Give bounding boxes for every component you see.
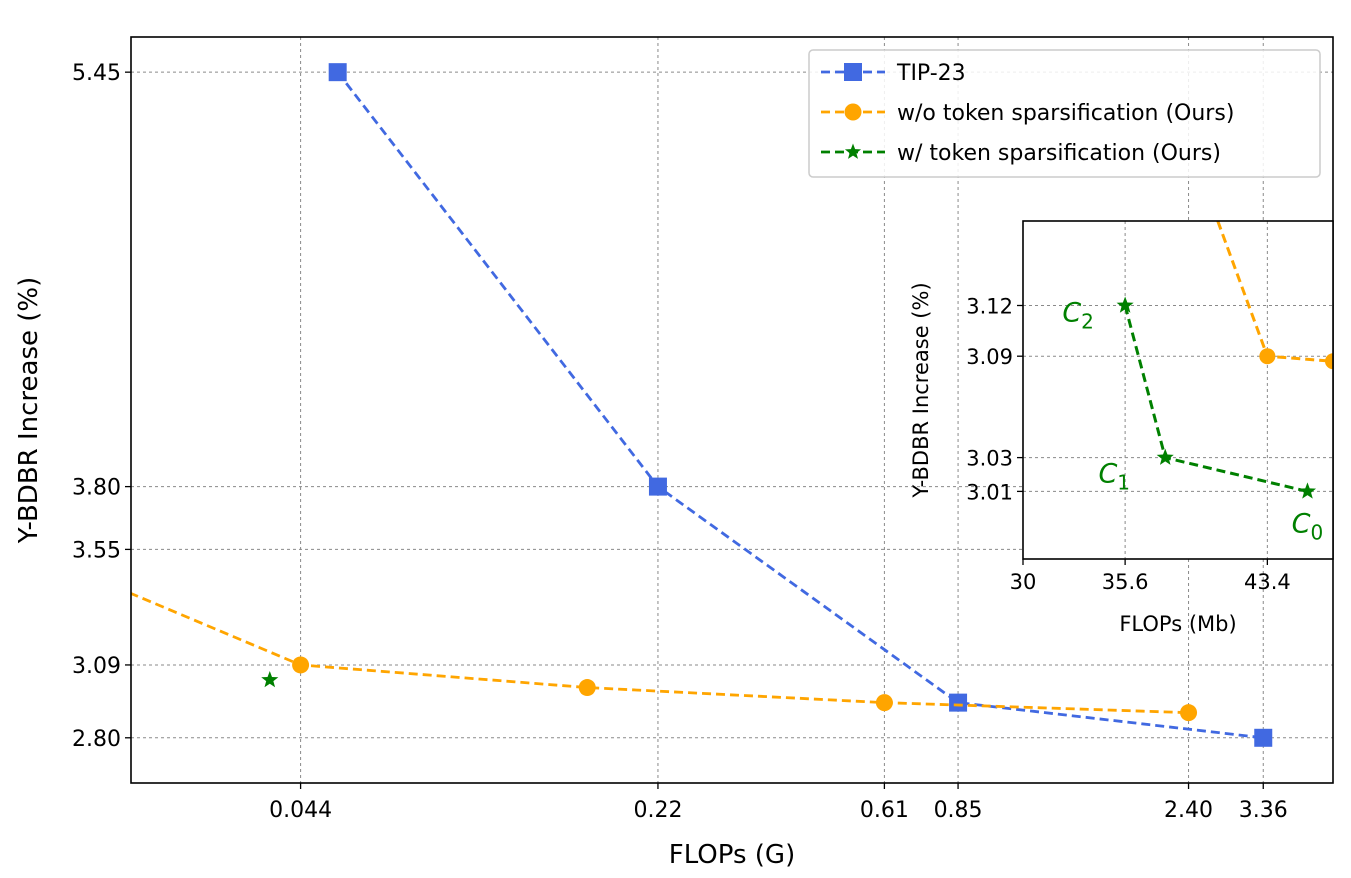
inset-plot-background — [1023, 221, 1333, 559]
inset-x-axis-label: FLOPs (Mb) — [1119, 612, 1236, 636]
inset-x-tick-label: 30 — [1010, 570, 1037, 594]
inset-series-1-star-marker — [1298, 482, 1317, 499]
inset-y-axis-label: Y-BDBR Increase (%) — [909, 282, 933, 498]
main-series-1-line — [131, 591, 1189, 715]
main-y-tick-label: 2.80 — [72, 727, 121, 752]
inset-x-tick-label: 35.6 — [1102, 570, 1149, 594]
legend-box — [808, 49, 1321, 178]
legend-label-w-o-token-sparsification-ours: w/o token sparsification (Ours) — [897, 101, 1234, 126]
main-x-tick-label: 2.40 — [1164, 798, 1213, 823]
main-y-tick-label: 5.45 — [72, 61, 121, 86]
main-series-2-star-marker — [261, 671, 279, 688]
inset-x-tick-label: 43.4 — [1244, 570, 1291, 594]
annotation-c1: C1 — [1098, 459, 1130, 495]
main-series-0-square-marker — [648, 477, 667, 496]
inset-series-1-star-marker — [1116, 296, 1134, 313]
main-series-0-line — [336, 71, 1264, 740]
inset-y-tick-label: 3.12 — [966, 295, 1013, 319]
inset-series — [1116, 221, 1333, 499]
inset-y-tick-label: 3.01 — [966, 480, 1013, 504]
main-x-tick-label: 0.85 — [934, 798, 983, 823]
main-series-1-circle-marker — [292, 656, 310, 674]
main-series-1-circle-marker — [875, 694, 893, 712]
main-series-0-square-marker — [1254, 728, 1273, 747]
legend-label-w-token-sparsification-ours: w/ token sparsification (Ours) — [897, 141, 1221, 166]
legend: TIP-23 w/o token sparsification (Ours) w/ … — [808, 49, 1321, 178]
main-y-tick-label: 3.80 — [72, 476, 121, 501]
inset-plot: C2 C1 C0 30 35.6 43.4 3.01 3.03 3.09 3.12 FLOPs (M… — [909, 220, 1334, 636]
inset-series-0-circle-marker — [1259, 348, 1276, 365]
main-series-0-square-marker — [949, 693, 968, 712]
legend-marker-tip-23 — [844, 63, 862, 81]
legend-label-tip-23: TIP-23 — [896, 61, 966, 86]
main-y-tick-label: 3.55 — [72, 538, 121, 563]
inset-y-tick-label: 3.09 — [966, 345, 1013, 369]
main-x-tick-label: 0.044 — [269, 798, 332, 823]
inset-series-0-circle-marker — [1325, 353, 1333, 370]
inset-axes-frame — [1022, 220, 1334, 560]
legend-marker-w-o-token-sparsification-ours — [844, 103, 862, 121]
inset-y-tick-label: 3.03 — [966, 447, 1013, 471]
main-y-tick-label: 3.09 — [72, 654, 121, 679]
annotation-c0: C0 — [1292, 508, 1324, 544]
inset-series-1-star-marker — [1156, 448, 1174, 465]
main-series-1-circle-marker — [1180, 704, 1198, 722]
main-series-1-circle-marker — [578, 679, 596, 697]
main-y-axis-label: Y-BDBR Increase (%) — [14, 277, 44, 545]
main-x-axis-label: FLOPs (G) — [669, 840, 795, 870]
annotation-c2: C2 — [1062, 298, 1094, 334]
main-x-tick-label: 0.61 — [860, 798, 909, 823]
main-series — [131, 63, 1273, 747]
legend-marker-w-token-sparsification-ours — [844, 143, 862, 159]
main-x-tick-label: 3.36 — [1239, 798, 1288, 823]
main-plot: 0.044 0.22 0.61 0.85 2.40 3.36 2.80 3.09 3.55 3.8… — [14, 36, 1334, 870]
main-x-tick-label: 0.22 — [633, 798, 682, 823]
main-series-0-square-marker — [328, 63, 347, 82]
